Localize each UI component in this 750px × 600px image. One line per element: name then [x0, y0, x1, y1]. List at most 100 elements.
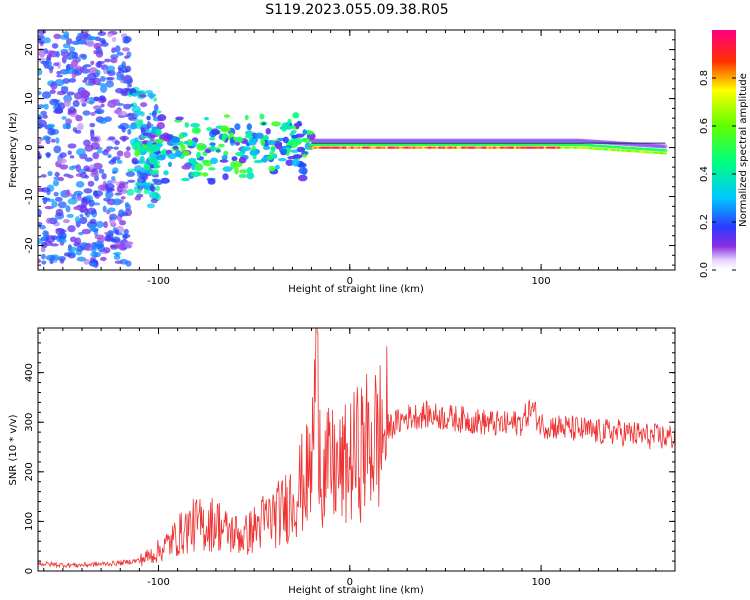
spectrogram-cell — [133, 165, 143, 173]
spectrogram-cell — [98, 117, 108, 124]
spectrogram-cell — [245, 130, 253, 136]
y-tick-label: 20 — [24, 43, 35, 56]
spectrogram-cell — [155, 128, 162, 137]
spectrogram-cell — [125, 171, 136, 177]
spectrogram-cell — [65, 205, 71, 213]
spectrogram-cell — [87, 72, 97, 81]
snr-ticks: -100 0 100 0 100 200 300 400 — [24, 328, 676, 588]
spectrogram-cell — [202, 151, 208, 156]
spectrogram-cell — [120, 196, 126, 200]
y-tick-label: -10 — [24, 188, 35, 204]
spectrogram-cell — [55, 50, 60, 58]
spectrogram-cell — [84, 175, 89, 179]
spectrogram-cell — [104, 235, 112, 241]
spectrogram-cell — [107, 102, 114, 107]
spectrogram-cell — [114, 140, 120, 146]
spectrogram-cell — [105, 76, 115, 81]
spectrogram-cell — [75, 216, 80, 224]
spectrogram-cell — [146, 121, 151, 129]
spectrogram-cell — [121, 61, 126, 70]
spectrogram-cell — [114, 229, 120, 235]
spectrogram-cell — [42, 37, 51, 44]
spectrogram-cell — [46, 152, 51, 159]
spectrogram-cell — [263, 145, 271, 150]
spectrogram-cell — [222, 173, 229, 181]
spectrogram-cell — [146, 203, 155, 209]
spectrogram-cell — [58, 176, 64, 182]
spectrogram-cell — [116, 159, 123, 164]
spectrogram-cell — [179, 140, 184, 148]
spectrogram-cell — [125, 146, 131, 152]
spectrogram-cell — [190, 171, 201, 178]
spectrogram-cell — [67, 246, 77, 252]
y-tick-label: 400 — [24, 363, 35, 382]
spectrogram-cell — [181, 177, 190, 182]
spectrogram-cell — [287, 156, 297, 160]
snr-xlabel: Height of straight line (km) — [288, 585, 424, 596]
spectrogram-cell — [88, 96, 95, 105]
spectrogram-cell — [287, 118, 292, 124]
spectrogram-cell — [65, 122, 71, 130]
spectrogram-cell — [662, 149, 668, 152]
spectrogram-cell — [50, 243, 59, 247]
y-tick-label: 10 — [24, 92, 35, 105]
spectrogram-cell — [94, 240, 104, 247]
spectrogram-cell — [61, 116, 67, 120]
spectrogram-cell — [201, 159, 210, 163]
spectrogram-cell — [178, 133, 184, 139]
spectrogram-cell — [86, 39, 95, 48]
spectrogram-cell — [270, 147, 276, 151]
spectrogram-cell — [63, 31, 70, 39]
spectrogram-cell — [71, 59, 79, 67]
spectrogram-cell — [107, 154, 112, 159]
spectrogram-cell — [51, 138, 56, 143]
spectrogram-cell — [38, 119, 47, 128]
spectrogram-cell — [122, 40, 130, 44]
spectrogram-cell — [138, 94, 147, 98]
spectrogram-cell — [153, 97, 157, 102]
spectrogram-cell — [103, 221, 108, 229]
spectrogram-cell — [47, 65, 54, 71]
spectrogram-cell — [295, 122, 300, 130]
spectrogram-cell — [118, 69, 125, 74]
spectrogram-cell — [297, 174, 308, 182]
spectrogram-cell — [87, 180, 95, 187]
spectrogram-cell — [285, 123, 291, 129]
spectrogram-cell — [153, 104, 159, 112]
spectrogram-cell — [123, 151, 131, 159]
spectrogram-cell — [282, 148, 287, 156]
spectrogram-cell — [110, 57, 118, 64]
spectrogram-cell — [69, 155, 75, 159]
colorbar-tick-label: 0.8 — [699, 70, 710, 86]
spectrogram-cell — [51, 201, 58, 208]
spectrogram-cell — [38, 104, 45, 109]
spectrogram-cell — [261, 156, 269, 163]
spectrogram-cell — [79, 216, 88, 225]
spectrogram-cell — [126, 188, 135, 196]
spectrogram-cell — [132, 160, 140, 165]
spectrogram-cell — [41, 260, 47, 265]
spectrogram-cell — [173, 145, 179, 150]
spectrogram-cell — [127, 168, 136, 172]
spectrogram-cell — [146, 115, 151, 121]
spectrogram-cell — [46, 217, 52, 224]
spectrogram-cell — [104, 183, 115, 191]
y-tick-label: 0 — [24, 144, 35, 150]
spectrogram-cell — [119, 258, 128, 265]
spectrogram-cell — [272, 153, 278, 159]
spectrogram-cell — [111, 170, 118, 174]
spectrogram-cell — [223, 114, 231, 118]
spectrogram-cell — [98, 168, 105, 174]
spectrogram-cell — [196, 151, 201, 159]
spectrogram-cell — [152, 110, 157, 118]
spectrogram-cell — [84, 157, 93, 162]
spectrogram-cell — [244, 114, 249, 121]
spectrogram-cell — [267, 139, 276, 146]
spectrogram-cell — [114, 253, 120, 257]
spectrogram-cell — [38, 90, 42, 96]
spectrogram-cell — [292, 112, 300, 119]
spectrogram-cell — [150, 156, 157, 163]
spectrogram-cell — [134, 137, 139, 143]
